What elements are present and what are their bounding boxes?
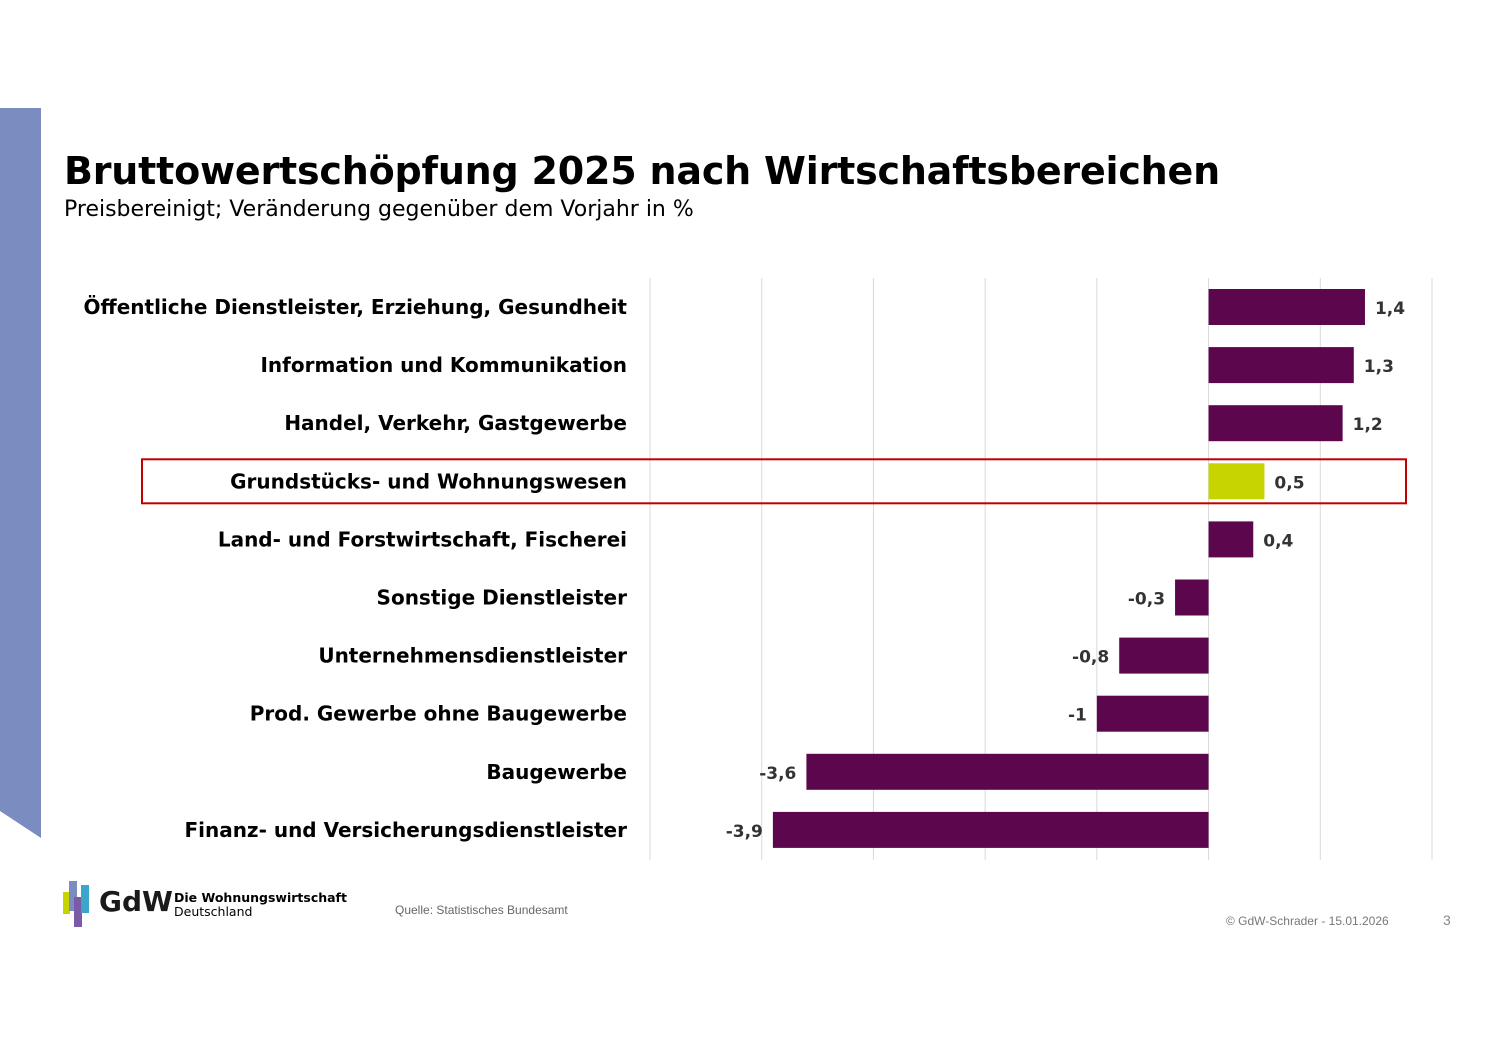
value-label: -1 <box>1068 706 1087 726</box>
highlight-frame-layer <box>141 458 1407 505</box>
source-note: Quelle: Statistisches Bundesamt <box>395 903 568 917</box>
bar <box>1208 347 1354 384</box>
bar <box>1208 289 1365 325</box>
gdw-wordmark: GdW <box>99 885 173 918</box>
value-label: -0,3 <box>1128 590 1165 610</box>
value-labels: 1,4 1,3 1,2 0,5 0,4 -0,3 -0,8 -1 -3,6 -3,9 <box>726 299 1406 842</box>
bar <box>1119 637 1209 674</box>
category-label: Handel, Verkehr, Gastgewerbe <box>284 411 627 435</box>
bar <box>772 811 1209 848</box>
gdw-logo-icon <box>63 881 89 927</box>
side-accent-band <box>0 108 41 838</box>
bar <box>1208 405 1343 442</box>
bars <box>772 289 1365 848</box>
category-label: Öffentliche Dienstleister, Erziehung, Ge… <box>84 295 628 319</box>
value-label: 1,2 <box>1353 415 1383 435</box>
value-label: 0,5 <box>1274 473 1304 493</box>
footer-credit: © GdW-Schrader - 15.01.2026 <box>1226 914 1389 928</box>
bar <box>1208 521 1254 558</box>
category-label: Information und Kommunikation <box>260 353 627 377</box>
category-label: Prod. Gewerbe ohne Baugewerbe <box>250 702 627 726</box>
value-label: -3,6 <box>759 764 796 784</box>
bar <box>1175 579 1209 616</box>
category-label: Land- und Forstwirtschaft, Fischerei <box>218 527 627 551</box>
bar <box>806 753 1209 790</box>
bar <box>1096 695 1209 732</box>
bar <box>1208 463 1265 500</box>
value-label: 1,4 <box>1375 299 1405 319</box>
value-label: -3,9 <box>726 822 763 842</box>
highlight-frame <box>141 458 1407 505</box>
page-title: Bruttowertschöpfung 2025 nach Wirtschaft… <box>64 149 1220 193</box>
category-label: Grundstücks- und Wohnungswesen <box>230 469 627 493</box>
value-label: -0,8 <box>1072 648 1109 668</box>
page-number: 3 <box>1443 912 1451 928</box>
page-subtitle: Preisbereinigt; Veränderung gegenüber de… <box>64 197 694 222</box>
category-label: Sonstige Dienstleister <box>377 586 628 610</box>
category-label: Baugewerbe <box>486 760 627 784</box>
category-label: Finanz- und Versicherungsdienstleister <box>184 818 627 842</box>
logo-line-2: Deutschland <box>174 904 253 919</box>
value-label: 1,3 <box>1364 357 1394 377</box>
category-labels: Öffentliche Dienstleister, Erziehung, Ge… <box>84 295 628 842</box>
logo-line-1: Die Wohnungswirtschaft <box>174 890 347 905</box>
category-label: Unternehmensdienstleister <box>318 644 627 668</box>
value-label: 0,4 <box>1263 531 1293 551</box>
gdw-logo: GdW Die Wohnungswirtschaft Deutschland <box>63 879 347 929</box>
